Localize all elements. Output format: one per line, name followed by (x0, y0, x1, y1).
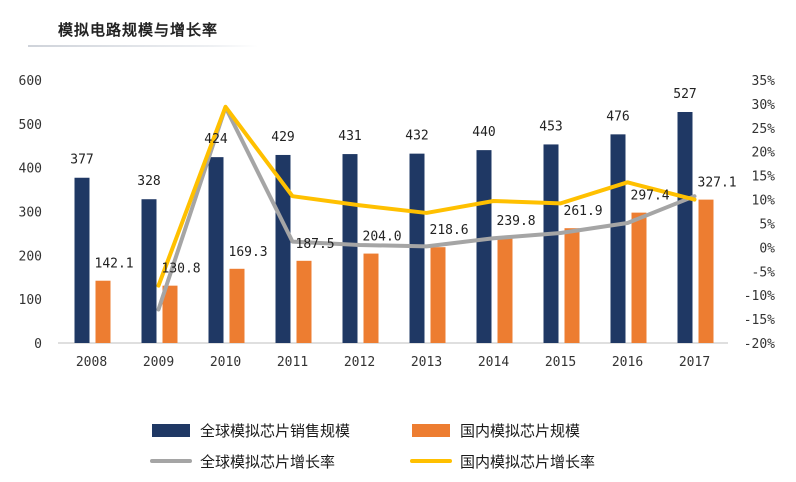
domestic-size-bar (95, 280, 111, 343)
global-sales-value-label: 377 (70, 153, 93, 168)
left-axis-tick-label: 200 (19, 249, 42, 264)
left-axis-tick-label: 300 (19, 206, 42, 221)
right-axis-tick-label: 30% (752, 98, 776, 113)
legend-domestic-size-label: 国内模拟芯片规模 (460, 422, 580, 440)
global-sales-value-label: 328 (137, 174, 160, 189)
legend-global-growth-label: 全球模拟芯片增长率 (200, 453, 335, 471)
global-sales-bar (208, 157, 224, 343)
global-sales-value-label: 432 (405, 129, 428, 144)
right-axis-tick-label: 35% (752, 74, 776, 89)
right-axis-tick-label: 25% (752, 122, 776, 137)
domestic-size-bar (229, 268, 245, 343)
global-sales-bar (141, 199, 157, 343)
global-sales-value-label: 440 (472, 125, 495, 140)
legend-domestic-size-swatch (412, 424, 450, 437)
domestic-size-bar (631, 212, 647, 343)
right-axis-tick-label: 20% (752, 146, 776, 161)
global-sales-value-label: 453 (539, 119, 562, 134)
right-axis-tick-label: -5% (752, 265, 776, 280)
domestic-size-value-label: 239.8 (497, 214, 536, 229)
legend-domestic-growth-label: 国内模拟芯片增长率 (460, 453, 595, 471)
left-axis-tick-label: 0 (34, 337, 42, 352)
global-sales-bar (543, 144, 559, 343)
x-axis-tick-label: 2012 (344, 355, 375, 370)
domestic-size-bar (564, 228, 580, 343)
domestic-size-value-label: 130.8 (162, 262, 201, 277)
x-axis-tick-label: 2016 (612, 355, 643, 370)
global-sales-value-label: 527 (673, 87, 696, 102)
domestic-size-bar (698, 199, 714, 343)
global-sales-value-label: 431 (338, 129, 361, 144)
chart-title-area: 模拟电路规模与增长率 (0, 0, 796, 50)
right-axis-tick-label: 10% (752, 194, 776, 209)
x-axis-tick-label: 2009 (143, 355, 174, 370)
global-sales-bar (476, 150, 492, 343)
domestic-size-value-label: 297.4 (631, 189, 670, 204)
left-axis-tick-label: 600 (19, 74, 42, 89)
domestic-size-value-label: 142.1 (95, 257, 134, 272)
x-axis-tick-label: 2017 (679, 355, 710, 370)
domestic-size-bar (162, 285, 178, 343)
global-sales-value-label: 476 (606, 109, 629, 124)
x-axis-tick-label: 2011 (277, 355, 308, 370)
global-sales-bar (342, 154, 358, 343)
left-axis-tick-label: 500 (19, 118, 42, 133)
chart-title: 模拟电路规模与增长率 (58, 21, 219, 39)
title-underline (28, 45, 258, 47)
domestic-size-value-label: 187.5 (296, 237, 335, 252)
x-axis-tick-label: 2013 (411, 355, 442, 370)
domestic-size-value-label: 327.1 (698, 176, 737, 191)
domestic-size-bar (296, 260, 312, 343)
global-sales-value-label: 429 (271, 130, 294, 145)
domestic-size-bar (363, 253, 379, 343)
x-axis-tick-label: 2014 (478, 355, 509, 370)
right-axis-tick-label: 5% (759, 217, 775, 232)
global-sales-value-label: 424 (204, 132, 228, 147)
left-axis-tick-label: 100 (19, 293, 42, 308)
domestic-size-bar (430, 247, 446, 343)
global-sales-bar (409, 153, 425, 343)
domestic-size-value-label: 261.9 (564, 204, 603, 219)
x-axis-tick-label: 2008 (76, 355, 107, 370)
left-axis-tick-label: 400 (19, 162, 42, 177)
right-axis-tick-label: -10% (744, 289, 775, 304)
right-axis-tick-label: 0% (759, 241, 775, 256)
global-sales-bar (610, 134, 626, 343)
global-sales-bar (677, 111, 693, 343)
right-axis-tick-label: -20% (744, 337, 775, 352)
domestic-size-value-label: 218.6 (430, 223, 469, 238)
x-axis-tick-label: 2015 (545, 355, 576, 370)
global-sales-bar (275, 154, 291, 343)
domestic-size-value-label: 204.0 (363, 230, 402, 245)
right-axis-tick-label: -15% (744, 313, 775, 328)
domestic-size-value-label: 169.3 (229, 245, 268, 260)
domestic-size-bar (497, 237, 513, 343)
global-sales-bar (74, 177, 90, 343)
legend-global-sales-label: 全球模拟芯片销售规模 (200, 422, 350, 440)
legend-global-sales-swatch (152, 424, 190, 437)
right-axis-tick-label: 15% (752, 170, 776, 185)
x-axis-tick-label: 2010 (210, 355, 241, 370)
